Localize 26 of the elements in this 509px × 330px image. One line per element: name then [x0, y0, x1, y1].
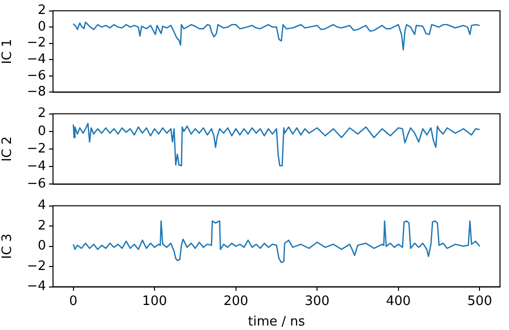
- y-tick-label: −2: [26, 258, 46, 274]
- y-axis-title: IC 1: [0, 38, 16, 64]
- y-tick-label: −2: [26, 36, 46, 51]
- y-tick-label: 0: [38, 19, 46, 34]
- x-tick-label: 100: [142, 294, 168, 309]
- y-tick-label: −2: [26, 141, 46, 156]
- x-tick-label: 400: [386, 294, 411, 309]
- y-tick-label: −6: [26, 68, 46, 84]
- y-tick-label: 0: [38, 124, 46, 139]
- y-tick-label: 4: [38, 198, 46, 214]
- x-axis-title: time / ns: [248, 314, 306, 330]
- x-tick-label: 500: [467, 294, 492, 309]
- y-axis-title: IC 3: [0, 234, 16, 259]
- y-tick-label: −4: [26, 279, 46, 294]
- y-tick-label: −4: [26, 158, 46, 174]
- y-tick-label: 2: [38, 218, 46, 234]
- y-tick-label: −8: [26, 84, 46, 100]
- y-tick-label: 2: [38, 3, 46, 18]
- x-tick-label: 0: [69, 294, 78, 309]
- y-tick-label: −4: [26, 52, 46, 68]
- x-tick-label: 300: [304, 294, 330, 309]
- y-axis-title: IC 2: [0, 136, 16, 162]
- y-tick-label: 2: [38, 106, 46, 122]
- x-tick-label: 200: [223, 294, 248, 309]
- y-tick-label: −6: [26, 176, 46, 192]
- y-tick-label: 0: [38, 238, 46, 254]
